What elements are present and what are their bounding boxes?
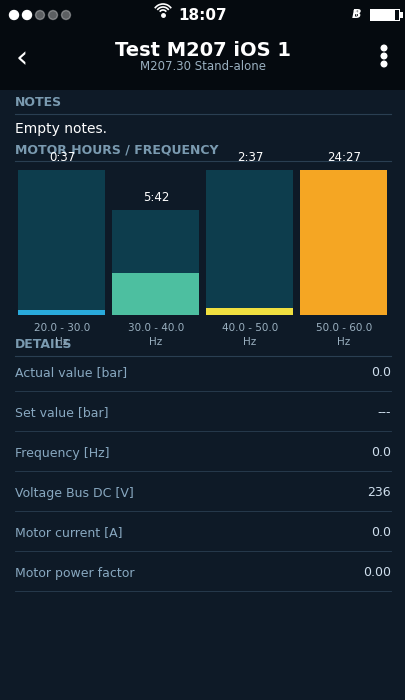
Text: Test M207 iOS 1: Test M207 iOS 1 xyxy=(115,41,290,60)
Bar xyxy=(206,170,293,308)
Bar xyxy=(206,308,293,315)
Text: MOTOR HOURS / FREQUENCY: MOTOR HOURS / FREQUENCY xyxy=(15,144,218,157)
Text: 236: 236 xyxy=(367,486,390,500)
Text: Actual value [bar]: Actual value [bar] xyxy=(15,367,127,379)
Text: 0.0: 0.0 xyxy=(370,367,390,379)
Bar xyxy=(0,0,405,30)
Bar xyxy=(399,12,402,18)
Text: Motor current [A]: Motor current [A] xyxy=(15,526,122,540)
Circle shape xyxy=(35,10,45,20)
Text: 50.0 - 60.0
Hz: 50.0 - 60.0 Hz xyxy=(315,323,371,347)
Text: 0:37: 0:37 xyxy=(49,151,75,164)
Text: 18:07: 18:07 xyxy=(178,8,227,22)
Bar xyxy=(369,9,399,21)
Circle shape xyxy=(22,10,32,20)
Text: 0.0: 0.0 xyxy=(370,447,390,459)
Text: M207.30 Stand-alone: M207.30 Stand-alone xyxy=(140,60,265,73)
Text: Empty notes.: Empty notes. xyxy=(15,122,107,136)
Text: *: * xyxy=(352,8,358,22)
Text: Frequency [Hz]: Frequency [Hz] xyxy=(15,447,109,459)
Circle shape xyxy=(9,10,19,20)
Text: 0.00: 0.00 xyxy=(362,566,390,580)
Bar xyxy=(112,210,199,273)
Bar xyxy=(112,273,199,315)
Text: ---: --- xyxy=(377,407,390,419)
Bar xyxy=(370,10,398,20)
Bar xyxy=(0,30,405,90)
Text: 24:27: 24:27 xyxy=(326,151,360,164)
Bar xyxy=(0,90,405,700)
Text: Set value [bar]: Set value [bar] xyxy=(15,407,108,419)
Circle shape xyxy=(380,53,386,59)
Text: NOTES: NOTES xyxy=(15,97,62,109)
Text: 5:42: 5:42 xyxy=(143,191,169,204)
Circle shape xyxy=(380,46,386,51)
Text: DETAILS: DETAILS xyxy=(15,339,72,351)
Text: Voltage Bus DC [V]: Voltage Bus DC [V] xyxy=(15,486,133,500)
Text: 0.0: 0.0 xyxy=(370,526,390,540)
Text: ‹: ‹ xyxy=(16,45,28,74)
Bar xyxy=(300,170,386,315)
Text: Motor power factor: Motor power factor xyxy=(15,566,134,580)
Circle shape xyxy=(48,10,58,20)
Circle shape xyxy=(61,10,70,20)
Circle shape xyxy=(380,61,386,66)
Bar xyxy=(19,310,105,315)
Text: 40.0 - 50.0
Hz: 40.0 - 50.0 Hz xyxy=(221,323,277,347)
Text: 30.0 - 40.0
Hz: 30.0 - 40.0 Hz xyxy=(128,323,184,347)
Text: B: B xyxy=(350,8,360,22)
Bar xyxy=(19,170,105,310)
Text: 20.0 - 30.0
Hz: 20.0 - 30.0 Hz xyxy=(34,323,90,347)
Text: 2:37: 2:37 xyxy=(236,151,262,164)
Bar xyxy=(370,10,394,20)
